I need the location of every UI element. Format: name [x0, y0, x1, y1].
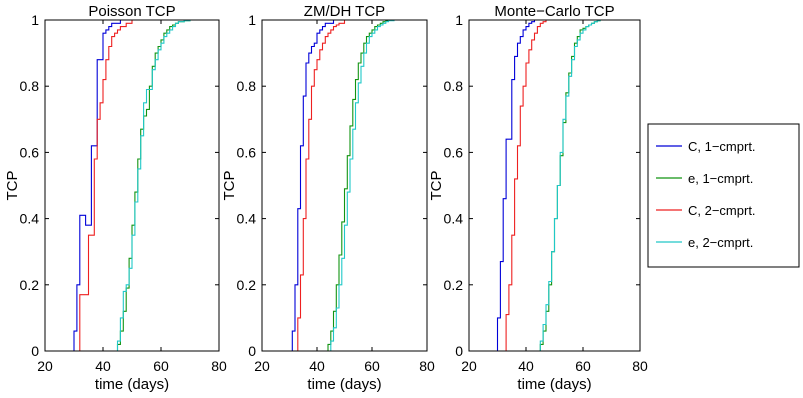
chart-title: Monte−Carlo TCP [494, 3, 614, 20]
y-tick-label: 0 [455, 343, 463, 359]
x-tick-label: 80 [211, 358, 227, 374]
y-tick-label: 0.6 [237, 144, 257, 160]
series-group [262, 20, 427, 351]
x-tick-label: 40 [95, 358, 111, 374]
y-tick-label: 0.8 [444, 78, 464, 94]
x-tick-label: 20 [37, 358, 53, 374]
series-line-3 [469, 20, 640, 351]
x-tick-label: 60 [575, 358, 591, 374]
y-tick-label: 1 [31, 12, 39, 28]
y-tick-label: 0 [248, 343, 256, 359]
x-tick-label: 60 [364, 358, 380, 374]
axes-box [468, 19, 641, 352]
x-axis-label: time (days) [95, 376, 169, 393]
x-tick-label: 60 [153, 358, 169, 374]
x-tick-label: 20 [254, 358, 270, 374]
series-line-3 [45, 20, 219, 351]
chart-title: Poisson TCP [88, 3, 175, 20]
y-axis-label: TCP [221, 171, 238, 201]
x-axis-label: time (days) [517, 376, 591, 393]
chart-title: ZM/DH TCP [304, 3, 385, 20]
axes-box [261, 19, 428, 352]
y-tick-label: 0.4 [444, 211, 464, 227]
x-tick-label: 20 [461, 358, 477, 374]
legend-label: C, 1−cmprt. [688, 139, 756, 154]
y-tick-label: 0.2 [20, 277, 40, 293]
subplot-1: 20 40 60 80 0 0.2 0.4 0.6 0.8 1 Poisson TCP time (d… [4, 3, 227, 393]
series-line-4 [45, 20, 219, 351]
y-tick-label: 0.4 [20, 211, 40, 227]
series-line-2 [262, 20, 427, 351]
subplot-2: 20 40 60 80 0 0.2 0.4 0.6 0.8 1 ZM/DH TCP time (day… [221, 3, 435, 393]
y-tick-label: 0.6 [20, 144, 40, 160]
legend: C, 1−cmprt. e, 1−cmprt. C, 2−cmprt. e, 2−cm… [647, 123, 800, 268]
series-line-1 [469, 20, 640, 351]
x-tick-label: 80 [632, 358, 648, 374]
subplot-3: 20 40 60 80 0 0.2 0.4 0.6 0.8 1 Monte−Carlo TCP tim… [428, 3, 648, 393]
y-axis-label: TCP [4, 171, 21, 201]
series-line-1 [262, 20, 427, 351]
y-tick-label: 0.6 [444, 144, 464, 160]
series-group [469, 20, 640, 351]
y-tick-label: 0.2 [444, 277, 464, 293]
y-tick-label: 0 [31, 343, 39, 359]
series-line-1 [45, 20, 219, 351]
x-tick-label: 40 [309, 358, 325, 374]
legend-label: e, 1−cmprt. [688, 171, 753, 186]
x-axis-label: time (days) [307, 376, 381, 393]
y-axis-label: TCP [428, 171, 445, 201]
axes-box [44, 19, 220, 352]
y-tick-label: 0.8 [20, 78, 40, 94]
x-tick-label: 40 [518, 358, 534, 374]
series-line-2 [45, 20, 219, 351]
y-tick-label: 1 [248, 12, 256, 28]
series-line-2 [469, 20, 640, 351]
x-tick-label: 80 [419, 358, 435, 374]
y-tick-label: 0.4 [237, 211, 257, 227]
series-line-4 [469, 20, 640, 351]
legend-label: e, 2−cmprt. [688, 235, 753, 250]
series-line-4 [262, 20, 427, 351]
legend-box [647, 123, 800, 268]
y-tick-label: 0.8 [237, 78, 257, 94]
legend-label: C, 2−cmprt. [688, 203, 756, 218]
y-tick-label: 1 [455, 12, 463, 28]
series-line-3 [262, 20, 427, 351]
series-group [45, 20, 219, 351]
y-tick-label: 0.2 [237, 277, 257, 293]
